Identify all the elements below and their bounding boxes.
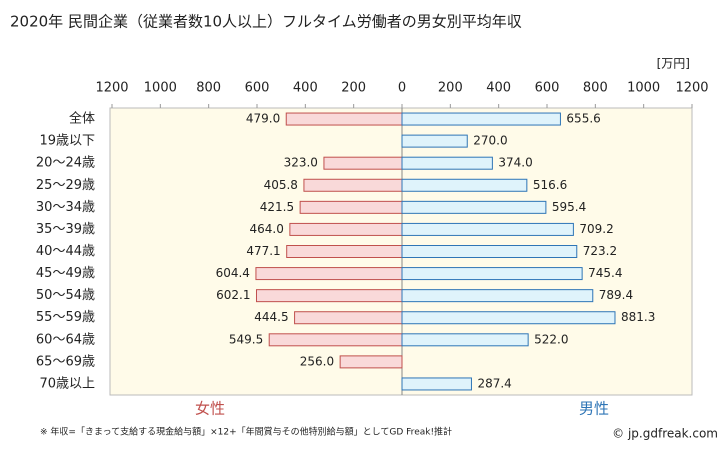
value-label: 444.5 <box>254 310 288 324</box>
bar <box>323 156 403 170</box>
y-tick-label: 50～54歳 <box>36 288 95 303</box>
value-label: 323.0 <box>284 156 318 170</box>
bar <box>303 178 403 192</box>
chart-title: 2020年 民間企業（従業者数10人以上）フルタイム労働者の男女別平均年収 <box>10 13 522 31</box>
bar <box>401 200 547 214</box>
value-label: 374.0 <box>498 156 532 170</box>
value-label: 477.1 <box>246 244 280 258</box>
value-label: 405.8 <box>264 178 298 192</box>
bar <box>339 355 403 369</box>
value-label: 723.2 <box>583 244 617 258</box>
bar <box>401 333 529 347</box>
value-label: 604.4 <box>216 266 250 280</box>
x-tick-label: 400 <box>293 81 318 96</box>
value-label: 522.0 <box>534 332 568 346</box>
x-tick-label: 1000 <box>627 81 660 96</box>
bar <box>286 245 403 258</box>
bar <box>299 200 403 214</box>
value-label: 709.2 <box>579 222 613 236</box>
value-label: 595.4 <box>552 200 586 214</box>
bar <box>401 245 578 258</box>
value-label: 655.6 <box>566 112 600 126</box>
value-label: 549.5 <box>229 332 263 346</box>
x-tick-label: 600 <box>245 81 270 96</box>
y-tick-label: 19歳以下 <box>39 134 95 149</box>
bar <box>401 222 574 236</box>
value-label: 270.0 <box>473 134 507 148</box>
bar <box>294 311 403 325</box>
bar <box>401 156 493 170</box>
value-label: 516.6 <box>533 178 567 192</box>
footnote: ※ 年収=「きまって支給する現金給与額」×12+「年間賞与その他特別給与額」とし… <box>40 426 452 438</box>
y-tick-label: 35～39歳 <box>36 222 95 237</box>
x-tick-label: 1000 <box>144 81 177 96</box>
x-tick-label: 200 <box>341 81 366 96</box>
value-label: 464.0 <box>250 222 284 236</box>
bar <box>401 311 616 325</box>
x-tick-label: 600 <box>535 81 560 96</box>
bar <box>268 333 403 347</box>
bar <box>401 267 583 281</box>
unit-label: [万円] <box>657 57 690 71</box>
credit: © jp.gdfreak.com <box>612 427 718 441</box>
bar <box>401 377 472 391</box>
bar <box>401 289 594 303</box>
value-label: 745.4 <box>588 266 622 280</box>
bar <box>255 289 403 303</box>
legend-label: 女性 <box>195 400 225 418</box>
x-tick-label: 800 <box>583 81 608 96</box>
y-tick-label: 55～59歳 <box>36 310 95 325</box>
bar <box>289 222 403 236</box>
bar <box>401 178 528 192</box>
y-tick-label: 40～44歳 <box>36 244 95 259</box>
value-label: 421.5 <box>260 200 294 214</box>
value-label: 789.4 <box>599 288 633 302</box>
x-tick-label: 200 <box>438 81 463 96</box>
bar <box>401 134 468 148</box>
y-tick-label: 25～29歳 <box>36 178 95 193</box>
y-tick-label: 60～64歳 <box>36 332 95 347</box>
y-tick-label: 45～49歳 <box>36 266 95 281</box>
legend-label: 男性 <box>579 400 609 418</box>
value-label: 256.0 <box>300 354 334 368</box>
bar <box>285 112 403 126</box>
y-tick-label: 30～34歳 <box>36 200 95 215</box>
y-tick-label: 20～24歳 <box>36 156 95 171</box>
y-tick-label: 70歳以上 <box>39 376 95 391</box>
value-label: 287.4 <box>477 376 511 390</box>
y-tick-label: 65～69歳 <box>36 354 95 369</box>
x-tick-label: 400 <box>486 81 511 96</box>
value-label: 881.3 <box>621 310 655 324</box>
x-tick-label: 800 <box>196 81 221 96</box>
x-tick-label: 0 <box>398 81 406 96</box>
x-tick-label: 1200 <box>675 81 708 96</box>
y-tick-label: 全体 <box>69 111 95 127</box>
x-tick-label: 1200 <box>95 81 128 96</box>
value-label: 602.1 <box>216 288 250 302</box>
bar <box>401 112 561 126</box>
value-label: 479.0 <box>246 112 280 126</box>
bar <box>255 267 403 281</box>
